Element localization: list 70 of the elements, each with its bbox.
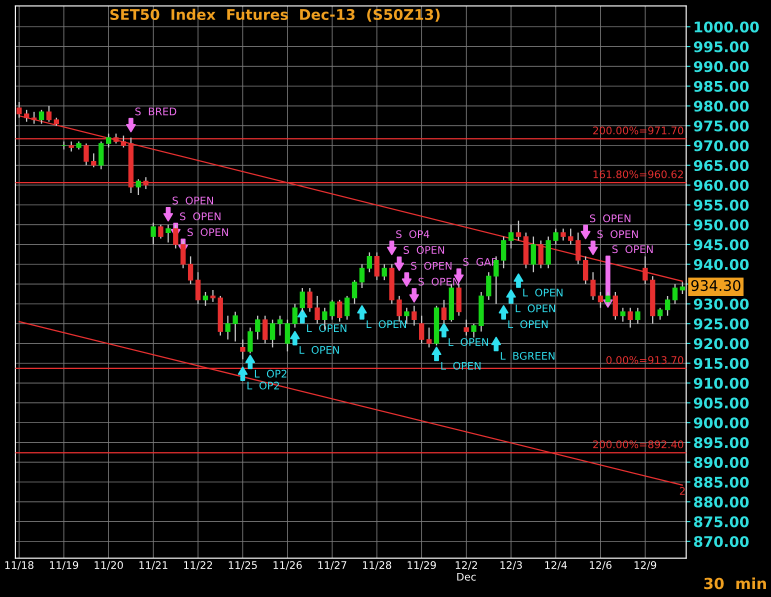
y-tick-label: 885.00 — [694, 476, 749, 488]
y-tick-label: 985.00 — [694, 80, 749, 92]
annotation: L OPEN — [516, 304, 556, 312]
annotation: S OPEN — [188, 228, 228, 236]
y-tick-label: 920.00 — [694, 338, 749, 350]
annotation: S OPEN — [172, 196, 213, 204]
annotation: S OPEN — [404, 246, 444, 254]
annotation: L OPEN — [366, 320, 406, 328]
y-tick-label: 980.00 — [694, 100, 749, 112]
y-tick-label: 970.00 — [694, 140, 749, 152]
x-tick-label: 12/2 Dec — [456, 561, 477, 581]
text: 934.30 — [691, 280, 740, 292]
y-tick-label: 930.00 — [694, 298, 749, 310]
x-tick-label: 11/25 — [228, 561, 257, 570]
y-tick-label: 880.00 — [694, 496, 749, 508]
annotation: L OPEN — [441, 362, 480, 370]
x-tick-label: 11/26 — [274, 561, 302, 570]
annotation: L OPEN — [508, 320, 548, 328]
x-tick-label: 11/27 — [318, 561, 346, 570]
y-tick-label: 975.00 — [694, 120, 749, 132]
y-tick-label: 870.00 — [694, 536, 749, 548]
ref-line-label: 200.00%=971.70 — [593, 126, 684, 134]
y-tick-label: 950.00 — [694, 219, 749, 230]
y-tick-label: 890.00 — [694, 456, 749, 468]
annotation: L OP2 — [247, 382, 279, 390]
annotation: S OPEN — [612, 245, 653, 254]
annotation: 2 — [680, 487, 685, 495]
x-tick-label: 12/3 — [500, 561, 522, 570]
y-tick-label: 925.00 — [694, 318, 749, 330]
annotation: L BGREEN — [500, 352, 554, 360]
x-tick-label: 11/20 — [94, 561, 123, 570]
y-tick-label: 915.00 — [694, 358, 749, 369]
annotation: L OPEN — [448, 338, 488, 346]
y-tick-label: 900.00 — [694, 417, 749, 428]
x-tick-label: 11/19 — [50, 561, 78, 570]
y-tick-label: 995.00 — [694, 41, 749, 52]
y-tick-label: 990.00 — [694, 61, 749, 72]
y-tick-label: 875.00 — [694, 516, 749, 528]
text: 30 min — [704, 577, 766, 590]
annotation: S OPEN — [411, 262, 452, 270]
y-tick-label: 965.00 — [694, 160, 749, 172]
annotation: L OP2 — [254, 370, 286, 378]
y-tick-label: 945.00 — [694, 239, 749, 250]
x-tick-label: 11/21 — [139, 561, 168, 570]
x-tick-label: 11/29 — [408, 561, 436, 570]
y-tick-label: 1000.00 — [694, 21, 759, 32]
annotation: L OPEN — [307, 324, 346, 332]
ref-line-label: 0.00%=913.70 — [606, 356, 684, 364]
chart-title: SET50 Index Futures Dec-13 (S50Z13) — [110, 8, 440, 22]
annotation: S OPEN — [597, 230, 638, 238]
x-tick-label: 12/6 — [590, 561, 612, 570]
y-tick-label: 895.00 — [694, 437, 749, 448]
x-tick-label: 11/28 — [363, 561, 392, 570]
annotation: S OPEN — [180, 212, 220, 220]
annotation: L OPEN — [300, 346, 339, 354]
x-tick-label: 11/18 — [5, 561, 34, 570]
x-tick-label: 12/9 — [634, 561, 656, 570]
ref-line-label: 161.80%=960.62 — [594, 170, 683, 178]
x-tick-label: 12/4 — [545, 561, 567, 570]
annotation: S OP4 — [396, 230, 430, 238]
annotation: S OPEN — [590, 214, 630, 222]
y-tick-label: 905.00 — [694, 398, 749, 409]
ref-line-label: 200.00%=892.40 — [593, 440, 684, 448]
x-tick-label: 11/22 — [184, 561, 212, 570]
annotation: L OPEN — [523, 288, 562, 296]
y-tick-label: 940.00 — [694, 258, 749, 270]
annotation: S BRED — [135, 108, 176, 116]
y-tick-label: 955.00 — [694, 200, 749, 211]
y-tick-label: 960.00 — [694, 180, 749, 191]
y-tick-label: 910.00 — [694, 378, 749, 389]
